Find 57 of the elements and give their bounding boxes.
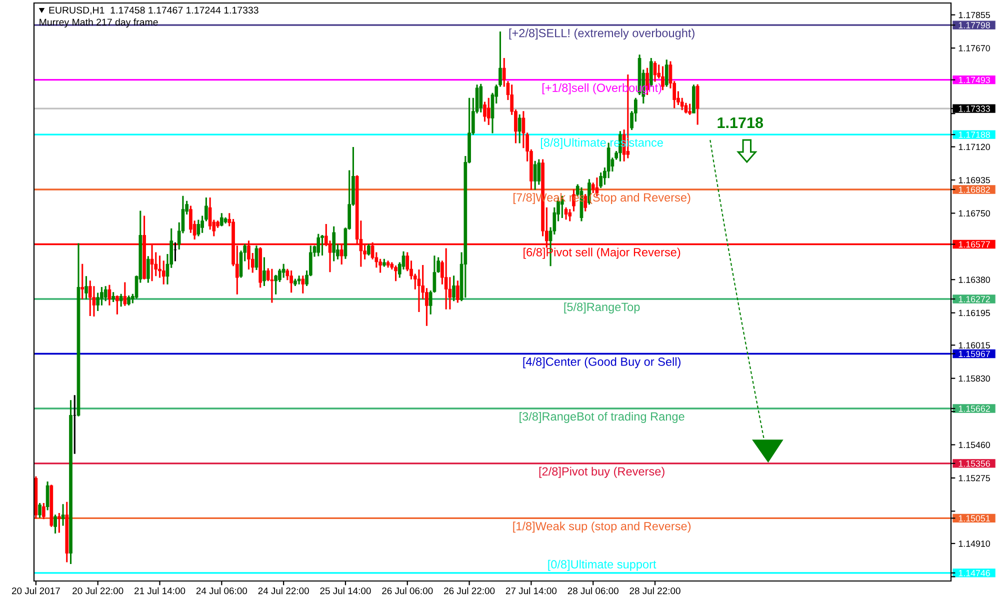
x-tick-label: 20 Jul 2017 bbox=[12, 587, 60, 594]
candlestick bbox=[174, 242, 177, 262]
ref-line-label: [5/8]RangeTop bbox=[564, 302, 640, 314]
y-tick-label: 1.17120 bbox=[958, 144, 990, 150]
candlestick bbox=[57, 513, 61, 533]
x-tick-label: 24 Jul 06:00 bbox=[196, 587, 248, 594]
y-tick-label: 1.15967 bbox=[958, 350, 990, 358]
y-tick-label: 1.16272 bbox=[958, 296, 990, 302]
ref-line-label: [2/8]Pivot buy (Reverse) bbox=[539, 466, 664, 478]
y-tick-label: 1.15275 bbox=[958, 474, 990, 482]
candlestick bbox=[297, 276, 301, 284]
candlestick bbox=[61, 504, 65, 526]
y-tick-label: 1.15051 bbox=[958, 515, 990, 522]
x-tick-label: 26 Jul 06:00 bbox=[382, 587, 433, 594]
candlestick bbox=[72, 395, 76, 454]
y-tick-label: 1.15460 bbox=[958, 442, 990, 448]
y-tick-label: 1.17670 bbox=[958, 45, 990, 52]
x-tick-label: 20 Jul 22:00 bbox=[72, 587, 124, 594]
ref-line-label: [3/8]RangeBot of trading Range bbox=[520, 412, 684, 423]
candlestick bbox=[444, 248, 448, 310]
candlestick bbox=[417, 269, 421, 312]
chart-title: EURUSD,H1 1.17458 1.17467 1.17244 1.17333 bbox=[49, 6, 258, 15]
y-tick-label: 1.16380 bbox=[958, 276, 990, 283]
y-tick-label: 1.14746 bbox=[958, 570, 990, 576]
y-tick-label: 1.17493 bbox=[958, 76, 990, 84]
annotation: 1.1718 bbox=[718, 117, 764, 128]
y-tick-label: 1.15830 bbox=[958, 375, 990, 382]
y-tick-label: 1.16935 bbox=[958, 177, 990, 184]
y-tick-label: 1.14910 bbox=[958, 540, 990, 547]
x-tick-label: 28 Jul 06:00 bbox=[568, 587, 618, 594]
ref-line-label: [4/8]Center (Good Buy or Sell) bbox=[523, 357, 680, 368]
y-tick-label: 1.15356 bbox=[958, 460, 990, 467]
x-tick-label: 28 Jul 22:00 bbox=[630, 587, 680, 594]
candlestick bbox=[282, 264, 286, 278]
x-tick-label: 27 Jul 14:00 bbox=[506, 587, 557, 594]
y-tick-label: 1.17333 bbox=[958, 106, 990, 112]
x-tick-label: 21 Jul 14:00 bbox=[134, 587, 186, 594]
y-tick-label: 1.15662 bbox=[958, 406, 990, 412]
x-tick-label: 25 Jul 14:00 bbox=[320, 587, 371, 594]
y-tick-label: 1.17855 bbox=[958, 12, 990, 18]
ref-line-label: [1/8]Weak sup (stop and Reverse) bbox=[513, 522, 691, 533]
x-tick-label: 26 Jul 22:00 bbox=[444, 587, 495, 594]
x-tick-label: 24 Jul 22:00 bbox=[258, 587, 309, 594]
ref-line-label: [0/8]Ultimate support bbox=[548, 560, 656, 571]
y-tick-label: 1.17798 bbox=[958, 22, 990, 28]
y-tick-label: 1.16750 bbox=[958, 210, 990, 217]
candlestick bbox=[119, 294, 123, 307]
candlestick bbox=[123, 282, 127, 306]
y-tick-label: 1.16195 bbox=[958, 310, 990, 316]
y-tick-label: 1.16015 bbox=[958, 342, 990, 348]
y-tick-label: 1.17188 bbox=[958, 132, 990, 138]
y-tick-label: 1.16882 bbox=[958, 186, 990, 193]
candlestick bbox=[320, 234, 324, 256]
candlestick bbox=[80, 264, 84, 300]
candlestick bbox=[270, 268, 274, 303]
ref-line-label: [+2/8]SELL! (extremely overbought) bbox=[509, 28, 694, 40]
y-tick-label: 1.16577 bbox=[958, 241, 990, 248]
